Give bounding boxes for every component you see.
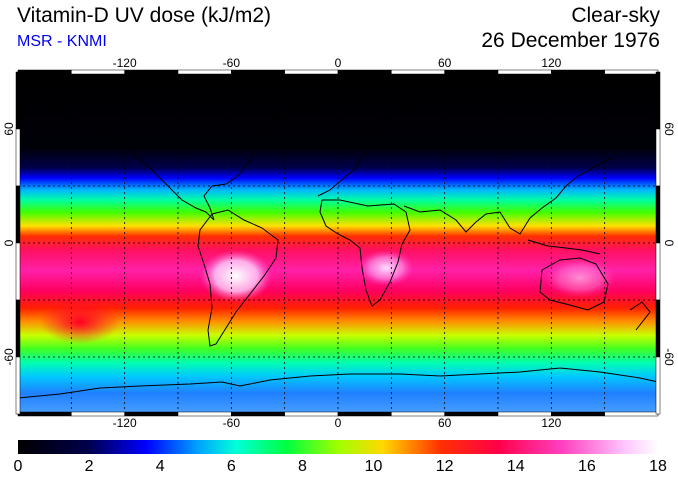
frame-bar bbox=[391, 411, 445, 417]
frame-bar bbox=[15, 299, 21, 358]
frame-bar bbox=[337, 411, 392, 417]
frame-bar bbox=[604, 411, 659, 417]
frame-bar bbox=[655, 185, 661, 244]
frame-bar bbox=[124, 69, 179, 75]
coastline-australia bbox=[539, 257, 609, 311]
colorbar-tick-label: 10 bbox=[364, 458, 383, 475]
frame-bar bbox=[284, 411, 339, 417]
coastline-indonesia bbox=[527, 239, 601, 255]
frame-bar bbox=[15, 128, 21, 187]
uv-hotspot-pacific bbox=[40, 300, 120, 344]
frame-bar bbox=[655, 71, 661, 130]
credit-label: MSR - KNMI bbox=[17, 33, 107, 50]
frame-bar bbox=[444, 411, 499, 417]
colorbar-tick-label: 2 bbox=[84, 458, 94, 475]
frame-tick-bars bbox=[15, 69, 661, 417]
lon-tick-label: -60 bbox=[223, 56, 241, 70]
colorbar-tick-label: 14 bbox=[506, 458, 525, 475]
lon-tick-label: -120 bbox=[113, 56, 137, 70]
lon-tick-label: 0 bbox=[335, 56, 342, 70]
lon-tick-label: -120 bbox=[113, 416, 137, 430]
uv-hotspot-australia bbox=[544, 258, 616, 298]
axis-labels: -120 -120 -60 -60 0 0 60 60 120 120 60 60 0 0 -60 -60 bbox=[2, 56, 676, 430]
frame-bar bbox=[17, 69, 72, 75]
coastlines bbox=[17, 81, 659, 399]
lon-tick-label: 60 bbox=[438, 56, 452, 70]
frame-bar bbox=[551, 69, 605, 75]
lon-tick-label: 120 bbox=[541, 56, 561, 70]
lon-tick-label: 120 bbox=[541, 416, 561, 430]
frame-bar bbox=[444, 69, 499, 75]
lat-tick-label: 0 bbox=[662, 240, 676, 247]
uv-hotspot-africa bbox=[358, 250, 414, 286]
lat-tick-label: -60 bbox=[662, 348, 676, 366]
sky-mode-label: Clear-sky bbox=[571, 4, 660, 27]
frame-bar bbox=[284, 69, 339, 75]
coastline-greenland bbox=[267, 83, 323, 113]
colorbar bbox=[18, 440, 658, 454]
frame-bar bbox=[17, 411, 72, 417]
colorbar-tick-label: 18 bbox=[649, 458, 667, 475]
colorbar-tick-label: 12 bbox=[435, 458, 454, 475]
colorbar-tick-label: 6 bbox=[226, 458, 236, 475]
frame-bar bbox=[604, 69, 659, 75]
coastline-europe-asia bbox=[317, 89, 659, 197]
colorbar-tick-label: 0 bbox=[13, 458, 23, 475]
frame-bar bbox=[177, 69, 232, 75]
colorbar-tick-label: 4 bbox=[155, 458, 165, 475]
frame-bar bbox=[497, 69, 552, 75]
colorbar-tick-label: 8 bbox=[297, 458, 307, 475]
coastline-antarctica bbox=[17, 367, 659, 399]
date-label: 26 December 1976 bbox=[481, 29, 660, 52]
frame-bar bbox=[655, 299, 661, 358]
lat-tick-label: 60 bbox=[662, 122, 676, 136]
frame-bar bbox=[15, 185, 21, 244]
coastline-new-zealand bbox=[629, 301, 651, 331]
colorbar-tick-label: 16 bbox=[577, 458, 596, 475]
lat-tick-label: 0 bbox=[2, 239, 16, 246]
coastline-south-america bbox=[197, 209, 279, 347]
frame-bar bbox=[15, 242, 21, 301]
frame-bar bbox=[655, 242, 661, 301]
lon-tick-label: 0 bbox=[335, 416, 342, 430]
coastline-north-america bbox=[17, 81, 321, 221]
lat-tick-label: -60 bbox=[2, 348, 16, 366]
frame-bar bbox=[71, 69, 125, 75]
lat-tick-label: 60 bbox=[2, 122, 16, 136]
frame-bar bbox=[231, 69, 285, 75]
frame-bar bbox=[655, 356, 661, 415]
frame-bar bbox=[15, 71, 21, 130]
frame-bar bbox=[391, 69, 445, 75]
coastline-asia-south bbox=[403, 157, 613, 235]
lon-tick-label: -60 bbox=[223, 416, 241, 430]
graticule bbox=[18, 72, 658, 414]
map-title: Vitamin-D UV dose (kJ/m2) bbox=[17, 4, 272, 27]
frame-bar bbox=[15, 356, 21, 415]
lon-tick-label: 60 bbox=[438, 416, 452, 430]
frame-bar bbox=[337, 69, 392, 75]
frame-bar bbox=[655, 128, 661, 187]
